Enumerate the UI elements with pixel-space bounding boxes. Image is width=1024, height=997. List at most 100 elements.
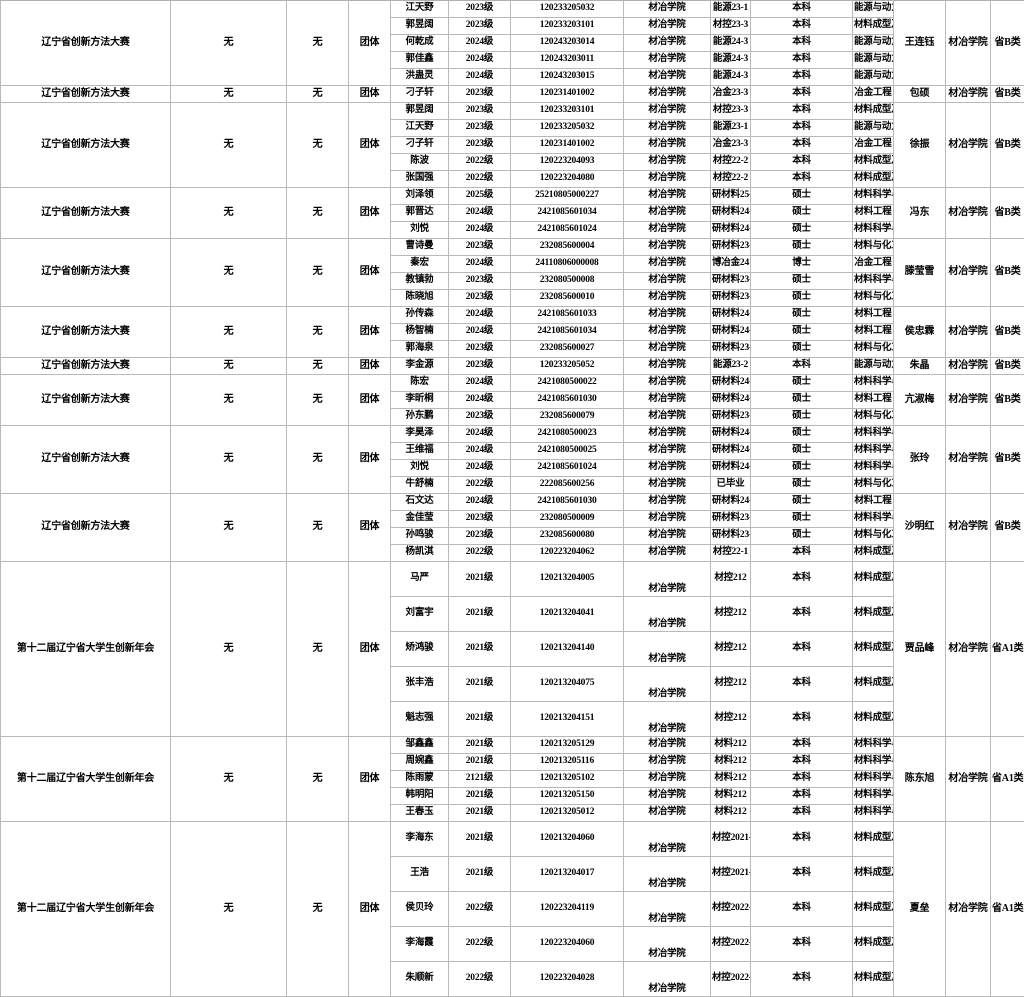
cell-grade: 2024级 xyxy=(449,35,511,52)
cell-student-name: 孙东鹏 xyxy=(391,409,449,426)
cell-advisor-college: 材冶学院 xyxy=(946,737,991,822)
cell-major: 材料成型及控制工程 xyxy=(853,892,894,927)
cell-level-b: 无 xyxy=(287,562,349,737)
cell-advisor: 徐振 xyxy=(894,103,946,188)
cell-student-name: 教镇勃 xyxy=(391,273,449,290)
cell-degree: 硕士 xyxy=(751,511,853,528)
cell-college: 材冶学院 xyxy=(624,426,711,443)
cell-category: 团体 xyxy=(349,86,391,103)
cell-degree: 硕士 xyxy=(751,324,853,341)
cell-grade: 2023级 xyxy=(449,18,511,35)
cell-student-name: 刘富宇 xyxy=(391,597,449,632)
cell-class: 材控23-3 xyxy=(711,103,751,120)
cell-class: 研材料23-2 xyxy=(711,239,751,256)
cell-level-a: 无 xyxy=(171,307,287,358)
cell-student-id: 2421080500025 xyxy=(511,443,624,460)
cell-grade: 2021级 xyxy=(449,822,511,857)
cell-class: 冶金23-3 xyxy=(711,137,751,154)
cell-degree: 硕士 xyxy=(751,494,853,511)
cell-grade: 2024级 xyxy=(449,52,511,69)
cell-level-b: 无 xyxy=(287,239,349,307)
cell-college: 材冶学院 xyxy=(624,375,711,392)
cell-student-id: 2421085601034 xyxy=(511,205,624,222)
cell-college: 材冶学院 xyxy=(624,290,711,307)
cell-major: 材料成型及控制工程 xyxy=(853,962,894,997)
cell-advisor-college: 材冶学院 xyxy=(946,1,991,86)
cell-degree: 硕士 xyxy=(751,273,853,290)
cell-college: 材冶学院 xyxy=(624,307,711,324)
cell-class: 研材料24-1 xyxy=(711,307,751,324)
cell-advisor: 包硕 xyxy=(894,86,946,103)
cell-level-a: 无 xyxy=(171,103,287,188)
cell-student-id: 120223204060 xyxy=(511,927,624,962)
cell-student-name: 孙传森 xyxy=(391,307,449,324)
cell-grade: 2022级 xyxy=(449,892,511,927)
cell-major: 材料工程 xyxy=(853,307,894,324)
cell-student-id: 120223204119 xyxy=(511,892,624,927)
cell-advisor: 沙明红 xyxy=(894,494,946,562)
cell-degree: 硕士 xyxy=(751,426,853,443)
cell-college: 材冶学院 xyxy=(624,188,711,205)
cell-grade: 2121级 xyxy=(449,771,511,788)
cell-degree: 硕士 xyxy=(751,239,853,256)
cell-class: 材料212 xyxy=(711,737,751,754)
cell-major: 材料成型及控制工程 xyxy=(853,171,894,188)
cell-competition-name: 辽宁省创新方法大赛 xyxy=(1,358,171,375)
cell-award-class: 省B类 xyxy=(991,239,1024,307)
cell-grade: 2024级 xyxy=(449,460,511,477)
cell-advisor-college: 材冶学院 xyxy=(946,494,991,562)
cell-competition-name: 辽宁省创新方法大赛 xyxy=(1,375,171,426)
cell-student-id: 120213205129 xyxy=(511,737,624,754)
cell-degree: 硕士 xyxy=(751,460,853,477)
cell-major: 材料科学与工程 xyxy=(853,188,894,205)
cell-grade: 2021级 xyxy=(449,788,511,805)
cell-college: 材冶学院 xyxy=(624,324,711,341)
cell-major: 材料科学与工程 xyxy=(853,222,894,239)
cell-category: 团体 xyxy=(349,562,391,737)
cell-award-class: 省A1类 xyxy=(991,737,1024,822)
cell-student-name: 李昊泽 xyxy=(391,426,449,443)
cell-advisor: 夏垒 xyxy=(894,822,946,997)
college-label: 材冶学院 xyxy=(624,725,710,735)
cell-class: 研材料24-2 xyxy=(711,426,751,443)
cell-grade: 2022级 xyxy=(449,927,511,962)
cell-student-id: 120233203101 xyxy=(511,18,624,35)
cell-advisor: 滕莹雪 xyxy=(894,239,946,307)
cell-student-id: 120243203011 xyxy=(511,52,624,69)
cell-student-name: 郭海泉 xyxy=(391,341,449,358)
cell-student-id: 2421085601030 xyxy=(511,392,624,409)
cell-award-class: 省A1类 xyxy=(991,822,1024,997)
cell-student-name: 陈雨蒙 xyxy=(391,771,449,788)
cell-grade: 2022级 xyxy=(449,171,511,188)
cell-student-id: 232085600010 xyxy=(511,290,624,307)
cell-class: 研材料24-1 xyxy=(711,494,751,511)
cell-college: 材冶学院 xyxy=(624,103,711,120)
cell-grade: 2024级 xyxy=(449,69,511,86)
cell-college: 材冶学院 xyxy=(624,702,711,737)
cell-student-name: 孙鸣骏 xyxy=(391,528,449,545)
cell-major: 能源与动力工程 xyxy=(853,1,894,18)
cell-student-id: 120233205032 xyxy=(511,1,624,18)
cell-degree: 本科 xyxy=(751,562,853,597)
cell-degree: 本科 xyxy=(751,597,853,632)
cell-grade: 2024级 xyxy=(449,375,511,392)
cell-degree: 硕士 xyxy=(751,375,853,392)
cell-level-a: 无 xyxy=(171,822,287,997)
cell-grade: 2022级 xyxy=(449,154,511,171)
cell-degree: 本科 xyxy=(751,737,853,754)
cell-category: 团体 xyxy=(349,307,391,358)
cell-college: 材冶学院 xyxy=(624,341,711,358)
cell-major: 材料工程 xyxy=(853,324,894,341)
cell-grade: 2024级 xyxy=(449,324,511,341)
cell-advisor-college: 材冶学院 xyxy=(946,188,991,239)
cell-class: 材控212 xyxy=(711,667,751,702)
cell-college: 材冶学院 xyxy=(624,358,711,375)
cell-level-a: 无 xyxy=(171,188,287,239)
cell-major: 材料与化工 xyxy=(853,341,894,358)
cell-grade: 2023级 xyxy=(449,341,511,358)
college-label: 材冶学院 xyxy=(624,655,710,665)
